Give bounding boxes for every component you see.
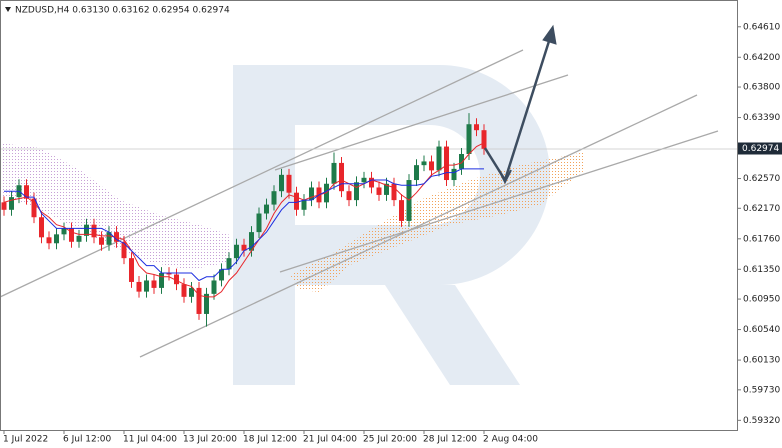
y-tick-label: 0.64200 [743, 53, 780, 63]
candle-body [99, 237, 104, 245]
candle-body [339, 162, 344, 192]
candle-body [129, 258, 134, 282]
candle-body [421, 161, 427, 166]
x-tick-label: 2 Aug 04:00 [483, 435, 538, 445]
y-tick-label: 0.61760 [743, 234, 780, 244]
y-tick-label: 0.63800 [743, 83, 780, 93]
candle-body [151, 280, 157, 288]
candle-body [91, 224, 97, 238]
watermark [233, 65, 550, 385]
last-price-box [738, 142, 782, 155]
trend-lines [0, 49, 719, 358]
x-tick-label: 1 Jul 2022 [3, 435, 48, 445]
candle-body [1, 202, 7, 210]
candle-body [144, 280, 149, 292]
candle-body [136, 281, 142, 292]
candle-body [219, 269, 224, 281]
candle-body [286, 174, 292, 193]
y-tick-label: 0.60950 [743, 295, 780, 305]
candle-body [466, 124, 472, 154]
candle-body [264, 204, 269, 214]
x-tick-label: 13 Jul 20:00 [183, 435, 237, 445]
candle-body [249, 232, 254, 251]
candle-body [361, 177, 367, 183]
x-tick-label: 21 Jul 04:00 [303, 435, 357, 445]
ichimoku-cloud [0, 143, 585, 292]
x-tick-label: 25 Jul 20:00 [363, 435, 417, 445]
candle-body [376, 187, 382, 195]
dropdown-icon [5, 7, 11, 12]
candle-body [301, 200, 307, 210]
y-tick-label: 0.64610 [743, 22, 780, 32]
plot-frame [0, 0, 738, 431]
candle-body [354, 182, 359, 201]
candle-body [414, 165, 419, 181]
y-tick-label: 0.59730 [743, 385, 780, 395]
candle-body [474, 124, 479, 131]
candle-body [271, 191, 277, 205]
x-tick-label: 6 Jul 12:00 [63, 435, 112, 445]
candle-body [39, 217, 44, 238]
y-tick-label: 0.60540 [743, 325, 780, 335]
candle-body [61, 228, 67, 235]
candle-body [121, 241, 127, 259]
candle-body [174, 274, 179, 285]
forecast-arrows [483, 24, 557, 185]
indicator-line [3, 142, 485, 298]
candle-body [459, 153, 464, 169]
candle-body [31, 198, 37, 218]
candle-body [46, 237, 52, 244]
y-tick-label: 0.62170 [743, 204, 780, 214]
x-tick-label: 18 Jul 12:00 [243, 435, 297, 445]
candle-body [451, 168, 457, 181]
candle-body [384, 183, 389, 195]
candle-body [226, 258, 232, 270]
y-tick-label: 0.61350 [743, 265, 780, 275]
candle-body [166, 273, 172, 275]
candle-body [391, 183, 397, 201]
chart-title: NZDUSD,H4 0.63130 0.63162 0.62954 0.6297… [15, 6, 230, 16]
y-tick-label: 0.59320 [743, 416, 780, 426]
candle-body [106, 232, 112, 245]
y-tick-label: 0.62570 [743, 174, 780, 184]
candle-body [309, 187, 314, 201]
candle-body [69, 228, 74, 242]
candle-body [76, 235, 82, 242]
candle-body [189, 287, 194, 297]
candle-body [196, 287, 202, 314]
x-tick-label: 11 Jul 04:00 [123, 435, 177, 445]
candle-body [429, 161, 434, 171]
candle-body [24, 185, 29, 199]
candle-body [481, 130, 487, 149]
candle-body [331, 162, 337, 184]
candle-body [204, 293, 209, 314]
candle-body [241, 244, 247, 251]
candle-body [436, 146, 442, 171]
candle-body [444, 146, 449, 181]
indicator-line [4, 168, 484, 282]
last-price-label: 0.62974 [742, 144, 779, 154]
candle-body [399, 200, 404, 221]
candle-body [159, 273, 164, 288]
y-tick-label: 0.63390 [743, 113, 780, 123]
candle-body [181, 284, 187, 297]
candle-body [54, 234, 59, 244]
y-tick-label: 0.60130 [743, 356, 780, 366]
candle-body [256, 213, 262, 233]
candle-body [84, 224, 89, 236]
candle-body [369, 177, 374, 188]
candle-body [9, 197, 14, 210]
plot [1, 113, 487, 327]
candle-body [211, 280, 217, 294]
candle-body [279, 174, 284, 192]
x-tick-label: 28 Jul 12:00 [423, 435, 477, 445]
candle-body [294, 192, 299, 210]
candle-body [234, 244, 239, 259]
candle-body [346, 191, 352, 201]
